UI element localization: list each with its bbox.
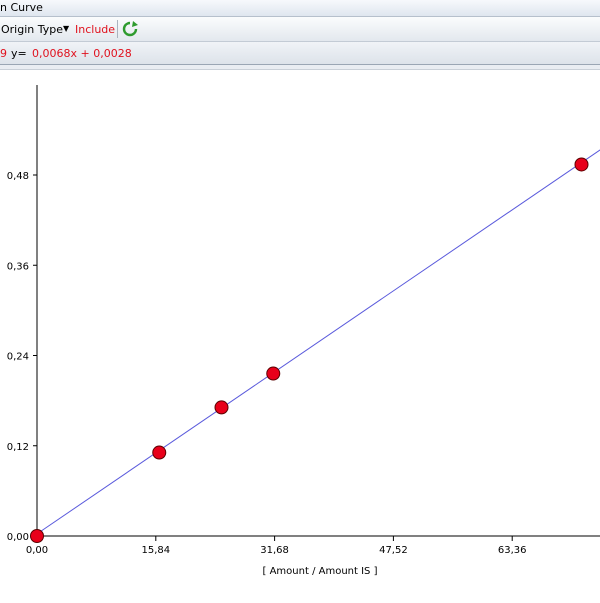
toolbar: Origin Type ▼ Include bbox=[0, 17, 600, 42]
calibration-plot: 0,0015,8431,6847,5263,36790,000,120,240,… bbox=[0, 70, 600, 600]
x-tick-label: 47,52 bbox=[379, 545, 408, 556]
x-tick-label: 63,36 bbox=[498, 545, 527, 556]
x-tick-label: 31,68 bbox=[260, 545, 289, 556]
x-tick-label: 0,00 bbox=[26, 545, 48, 556]
data-point bbox=[152, 445, 167, 460]
origin-type-dropdown[interactable]: Origin Type bbox=[1, 23, 64, 36]
equation-bar: 9 y= 0,0068x + 0,0028 bbox=[0, 42, 600, 65]
regression-equation: 0,0068x + 0,0028 bbox=[32, 47, 132, 60]
data-point bbox=[214, 400, 229, 415]
x-axis-label: [ Amount / Amount IS ] bbox=[263, 566, 378, 577]
regression-line bbox=[36, 149, 600, 535]
y-tick-label: 0,36 bbox=[7, 261, 29, 272]
y-tick-label: 0,48 bbox=[7, 171, 29, 182]
y-tick-label: 0,24 bbox=[7, 352, 29, 363]
x-tick-label: 15,84 bbox=[141, 545, 170, 556]
data-point bbox=[30, 529, 44, 543]
data-point bbox=[574, 157, 589, 172]
chevron-down-icon[interactable]: ▼ bbox=[63, 24, 70, 33]
toolbar-separator bbox=[117, 20, 118, 38]
calibration-chart-svg: 0,0015,8431,6847,5263,36790,000,120,240,… bbox=[7, 85, 600, 577]
window-titlebar: n Curve bbox=[0, 0, 600, 17]
equation-y-label: y= bbox=[11, 47, 27, 60]
include-button[interactable]: Include bbox=[75, 23, 116, 36]
equation-prefix: 9 bbox=[0, 47, 7, 60]
y-tick-label: 0,00 bbox=[7, 532, 29, 543]
panel-divider bbox=[0, 65, 600, 70]
refresh-icon[interactable] bbox=[122, 21, 138, 37]
y-tick-label: 0,12 bbox=[7, 442, 29, 453]
data-point bbox=[266, 366, 281, 381]
window-title: n Curve bbox=[0, 1, 43, 14]
